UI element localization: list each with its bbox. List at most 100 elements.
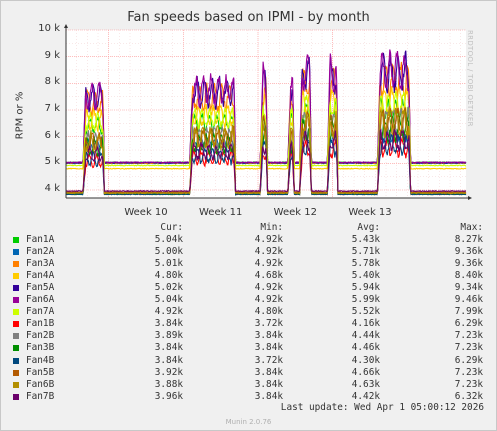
legend-min-value: 4.92k: [254, 246, 283, 258]
legend-avg-value: 5.71k: [351, 246, 380, 258]
legend-max-value: 6.29k: [454, 354, 483, 366]
legend-header-min: Min:: [260, 222, 283, 233]
legend-max-value: 7.23k: [454, 342, 483, 354]
legend-cur-value: 3.89k: [154, 330, 183, 342]
legend-avg-value: 4.63k: [351, 378, 380, 390]
rrdtool-watermark: RRDTOOL / TOBI OETIKER: [466, 30, 474, 127]
legend-max-value: 8.27k: [454, 234, 483, 246]
y-tick-label: 9 k: [44, 49, 60, 61]
legend-swatch: [13, 357, 19, 364]
legend-swatch: [13, 261, 19, 268]
legend-min-value: 4.80k: [254, 306, 283, 318]
legend-swatch: [13, 297, 19, 304]
legend-cur-value: 3.84k: [154, 342, 183, 354]
legend-avg-value: 4.44k: [351, 330, 380, 342]
legend-cur-value: 3.96k: [154, 390, 183, 402]
legend-avg-value: 5.40k: [351, 270, 380, 282]
legend-swatch: [13, 369, 19, 376]
series-line-fan6a: [65, 49, 467, 164]
legend-cur-value: 3.84k: [154, 318, 183, 330]
x-axis-arrow: [468, 196, 472, 200]
legend-swatch: [13, 249, 19, 256]
y-tick-label: 6 k: [44, 129, 60, 141]
legend-max-value: 6.32k: [454, 390, 483, 402]
legend-min-value: 4.68k: [254, 270, 283, 282]
legend-header-avg: Avg:: [357, 222, 380, 233]
legend-series-name: Fan5B: [26, 366, 55, 378]
y-tick-label: 5 k: [44, 156, 60, 168]
legend-series-name: Fan2B: [26, 330, 55, 342]
legend-swatch: [13, 333, 19, 340]
legend-cur-value: 3.92k: [154, 366, 183, 378]
legend-avg-value: 4.46k: [351, 342, 380, 354]
legend-series-name: Fan5A: [26, 282, 55, 294]
legend-series-name: Fan2A: [26, 246, 55, 258]
legend-series-name: Fan4B: [26, 354, 55, 366]
legend-cur-value: 4.92k: [154, 306, 183, 318]
legend-cur-value: 5.02k: [154, 282, 183, 294]
chart-title: Fan speeds based on IPMI - by month: [127, 10, 370, 25]
legend-series-name: Fan3B: [26, 342, 55, 354]
legend-swatch: [13, 393, 19, 400]
x-tick-label: Week 10: [124, 207, 168, 218]
legend-avg-value: 4.42k: [351, 390, 380, 402]
legend-cur-value: 3.84k: [154, 354, 183, 366]
legend-min-value: 3.84k: [254, 330, 283, 342]
last-update: Last update: Wed Apr 1 05:00:12 2026: [280, 402, 484, 413]
legend-swatch: [13, 381, 19, 388]
legend-min-value: 3.72k: [254, 318, 283, 330]
legend-max-value: 9.36k: [454, 258, 483, 270]
x-tick-label: Week 13: [348, 207, 392, 218]
legend-avg-value: 4.16k: [351, 318, 380, 330]
y-tick-label: 7 k: [44, 103, 60, 114]
legend-series-name: Fan7A: [26, 306, 55, 318]
series-line-fan7b: [66, 128, 466, 193]
legend-min-value: 3.84k: [254, 378, 283, 390]
legend-max-value: 7.99k: [454, 306, 483, 318]
legend-swatch: [13, 273, 19, 280]
legend-series-name: Fan4A: [26, 270, 55, 282]
y-tick-label: 10 k: [38, 23, 60, 34]
legend-cur-value: 5.01k: [154, 258, 183, 270]
legend-max-value: 6.29k: [454, 318, 483, 330]
legend-max-value: 7.23k: [454, 330, 483, 342]
legend-header-max: Max:: [460, 222, 483, 233]
legend-series-name: Fan7B: [26, 390, 55, 402]
legend-series-name: Fan1A: [26, 234, 55, 246]
legend-max-value: 7.23k: [454, 366, 483, 378]
legend-cur-value: 5.04k: [154, 294, 183, 306]
legend-swatch: [13, 345, 19, 352]
legend-header-cur: Cur:: [160, 222, 183, 233]
legend-avg-value: 5.78k: [351, 258, 380, 270]
legend-max-value: 9.34k: [454, 282, 483, 294]
legend-swatch: [13, 285, 19, 292]
legend-cur-value: 3.88k: [154, 378, 183, 390]
legend-swatch: [13, 321, 19, 328]
y-tick-label: 8 k: [44, 76, 60, 88]
legend-series-name: Fan6B: [26, 378, 55, 390]
legend-min-value: 3.84k: [254, 366, 283, 378]
y-axis-arrow: [64, 24, 68, 28]
legend-series-name: Fan6A: [26, 294, 55, 306]
y-tick-label: 4 k: [44, 183, 60, 194]
legend-min-value: 4.92k: [254, 234, 283, 246]
legend-max-value: 9.46k: [454, 294, 483, 306]
legend-series-name: Fan3A: [26, 258, 55, 270]
x-tick-label: Week 12: [273, 207, 317, 218]
legend-avg-value: 5.52k: [351, 306, 380, 318]
legend-min-value: 4.92k: [254, 282, 283, 294]
legend-min-value: 3.72k: [254, 354, 283, 366]
legend-cur-value: 5.04k: [154, 234, 183, 246]
legend-min-value: 3.84k: [254, 390, 283, 402]
x-tick-label: Week 11: [199, 207, 243, 218]
legend-cur-value: 5.00k: [154, 246, 183, 258]
series-line-fan6b: [66, 106, 467, 195]
legend-min-value: 4.92k: [254, 258, 283, 270]
legend-max-value: 7.23k: [454, 378, 483, 390]
legend-max-value: 8.40k: [454, 270, 483, 282]
legend-avg-value: 5.94k: [351, 282, 380, 294]
legend-min-value: 3.84k: [254, 342, 283, 354]
legend-min-value: 4.92k: [254, 294, 283, 306]
legend-swatch: [13, 237, 19, 244]
